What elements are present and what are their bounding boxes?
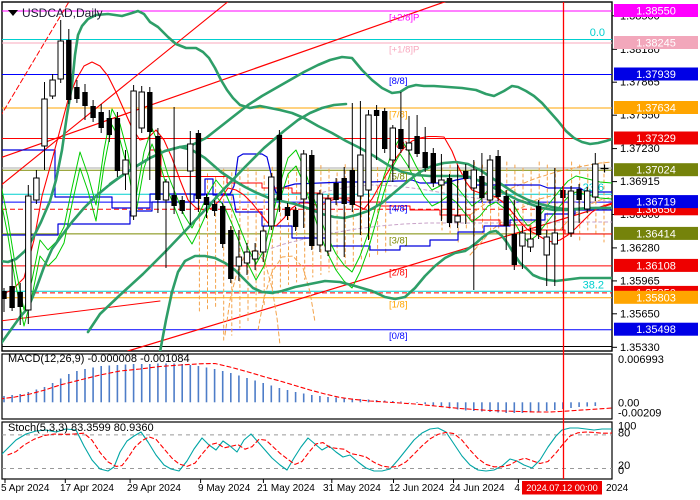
svg-text:Stoch(5,3,3) 83.3599 80.9360: Stoch(5,3,3) 83.3599 80.9360 <box>8 422 154 434</box>
svg-text:1.36280: 1.36280 <box>620 242 660 254</box>
svg-text:1.36414: 1.36414 <box>636 228 676 240</box>
svg-text:17 Apr 2024: 17 Apr 2024 <box>60 483 114 494</box>
svg-text:0.0: 0.0 <box>590 27 605 39</box>
svg-text:1.37329: 1.37329 <box>636 133 676 145</box>
svg-text:[7/8]: [7/8] <box>389 110 408 121</box>
svg-text:1.38550: 1.38550 <box>636 6 676 18</box>
svg-text:[4/8]: [4/8] <box>389 204 408 215</box>
svg-text:1.37634: 1.37634 <box>636 103 676 115</box>
svg-text:1.36915: 1.36915 <box>620 176 660 188</box>
svg-text:20: 20 <box>618 460 630 472</box>
svg-text:0: 0 <box>618 465 624 477</box>
svg-text:21 May 2024: 21 May 2024 <box>257 483 315 494</box>
svg-text:2024.07.12 00:00: 2024.07.12 00:00 <box>526 483 598 493</box>
svg-text:1.35803: 1.35803 <box>636 292 676 304</box>
svg-text:[5/8]: [5/8] <box>389 172 408 183</box>
svg-text:[8/8]: [8/8] <box>389 76 408 87</box>
svg-text:[0/8]: [0/8] <box>389 331 408 342</box>
svg-text:29 Apr 2024: 29 Apr 2024 <box>127 483 181 494</box>
svg-text:0.00: 0.00 <box>618 397 639 409</box>
svg-text:2024: 2024 <box>606 483 629 494</box>
svg-text:31 May 2024: 31 May 2024 <box>323 483 381 494</box>
svg-text:1.35498: 1.35498 <box>636 324 676 336</box>
svg-text:0.006993: 0.006993 <box>618 354 664 366</box>
svg-text:[3/8]: [3/8] <box>389 235 408 246</box>
svg-text:[2/8]: [2/8] <box>389 267 408 278</box>
svg-text:1.35650: 1.35650 <box>620 308 660 320</box>
svg-text:24 Jun 2024: 24 Jun 2024 <box>450 483 505 494</box>
svg-text:100: 100 <box>618 420 636 432</box>
svg-text:1.37230: 1.37230 <box>620 143 660 155</box>
svg-text:1.37024: 1.37024 <box>636 165 676 177</box>
svg-text:1.36719: 1.36719 <box>636 197 676 209</box>
svg-text:38.2: 38.2 <box>583 280 604 292</box>
svg-text:80: 80 <box>618 427 630 439</box>
svg-text:1.35330: 1.35330 <box>620 342 660 354</box>
svg-text:1.38245: 1.38245 <box>636 38 676 50</box>
svg-text:[1/8]: [1/8] <box>389 299 408 310</box>
svg-text:[+2/8]P: [+2/8]P <box>389 13 419 24</box>
svg-text:1.35965: 1.35965 <box>620 275 660 287</box>
svg-text:9 May 2024: 9 May 2024 <box>198 483 251 494</box>
svg-text:12 Jun 2024: 12 Jun 2024 <box>389 483 444 494</box>
svg-text:1.37939: 1.37939 <box>636 69 676 81</box>
svg-text:MACD(12,26,9) -0.000008 -0.001: MACD(12,26,9) -0.000008 -0.001084 <box>8 353 190 365</box>
svg-text:USDCAD,Daily: USDCAD,Daily <box>22 6 103 20</box>
svg-text:5 Apr 2024: 5 Apr 2024 <box>1 483 50 494</box>
svg-text:4: 4 <box>514 483 520 494</box>
svg-text:-0.00209: -0.00209 <box>618 408 661 420</box>
svg-text:[+1/8]P: [+1/8]P <box>389 45 419 56</box>
svg-text:1.36108: 1.36108 <box>636 260 676 272</box>
